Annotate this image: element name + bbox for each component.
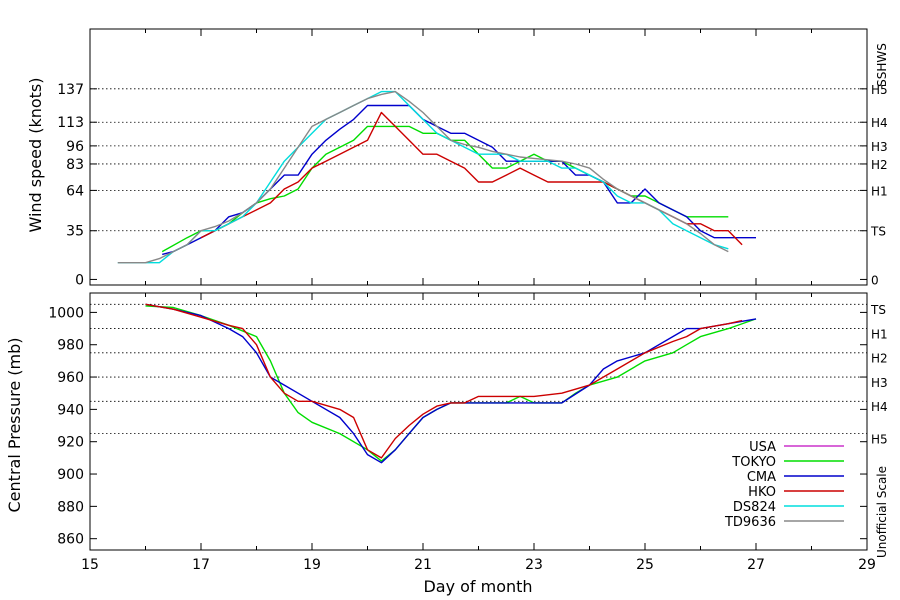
pressure-ytick-label: 900 xyxy=(57,467,84,483)
wind-scale-label: H2 xyxy=(871,158,888,172)
wind-series-cma xyxy=(162,104,756,256)
pressure-panel: Central Pressure (mb) Unofficial Scale D… xyxy=(5,292,889,596)
unofficial-scale-label: Unofficial Scale xyxy=(875,466,889,558)
pressure-xtick-label: 15 xyxy=(81,557,99,573)
pressure-scale-label: H2 xyxy=(871,352,888,366)
wind-series-ds824 xyxy=(117,90,729,264)
wind-ytick-label: 96 xyxy=(66,139,84,155)
pressure-xtick-label: 17 xyxy=(192,557,210,573)
pressure-ytick-label: 960 xyxy=(57,370,84,386)
wind-series-td9636 xyxy=(117,90,729,264)
legend-label-cma: CMA xyxy=(747,470,776,485)
legend-label-hko: HKO xyxy=(748,485,776,500)
pressure-scale-label: H4 xyxy=(871,400,888,414)
wind-scale-label: H4 xyxy=(871,116,888,130)
wind-ytick-label: 137 xyxy=(57,82,84,98)
wind-speed-axis-label: Wind speed (knots) xyxy=(26,77,45,232)
pressure-scale-label: H5 xyxy=(871,432,888,446)
pressure-scale-label: H3 xyxy=(871,376,888,390)
pressure-ytick-label: 860 xyxy=(57,532,84,548)
wind-ytick-label: 113 xyxy=(57,115,84,131)
wind-series-tokyo xyxy=(161,125,729,253)
legend-label-td9636: TD9636 xyxy=(724,515,776,530)
legend-label-usa: USA xyxy=(749,440,776,455)
wind-ytick-label: 64 xyxy=(66,183,84,199)
x-axis-label: Day of month xyxy=(423,577,532,596)
pressure-scale-label: TS xyxy=(870,303,886,317)
pressure-ytick-label: 880 xyxy=(57,499,84,515)
wind-ytick-label: 35 xyxy=(66,224,84,240)
pressure-xtick-label: 27 xyxy=(747,557,765,573)
wind-scale-label: H5 xyxy=(871,83,888,97)
wind-ytick-label: 83 xyxy=(66,157,84,173)
pressure-xtick-label: 29 xyxy=(858,557,876,573)
pressure-xtick-label: 23 xyxy=(525,557,543,573)
pressure-xtick-label: 21 xyxy=(414,557,432,573)
wind-series-hko xyxy=(200,111,743,246)
sshws-scale-label: SSHWS xyxy=(875,43,889,87)
legend-label-tokyo: TOKYO xyxy=(731,455,776,470)
legend-label-ds824: DS824 xyxy=(733,500,776,515)
wind-plot-frame xyxy=(89,28,868,286)
pressure-ytick-label: 980 xyxy=(57,338,84,354)
wind-scale-label: H1 xyxy=(871,184,888,198)
wind-scale-label: 0 xyxy=(871,273,879,287)
pressure-xtick-label: 19 xyxy=(303,557,321,573)
pressure-ytick-label: 1000 xyxy=(48,305,84,321)
pressure-series-tokyo xyxy=(145,305,757,462)
pressure-scale-label: H1 xyxy=(871,327,888,341)
pressure-series-hko xyxy=(145,303,743,459)
pressure-axis-label: Central Pressure (mb) xyxy=(5,338,24,513)
wind-scale-label: H3 xyxy=(871,140,888,154)
pressure-ytick-label: 940 xyxy=(57,402,84,418)
wind-scale-label: TS xyxy=(870,225,886,239)
pressure-ytick-label: 920 xyxy=(57,435,84,451)
pressure-xtick-label: 25 xyxy=(636,557,654,573)
wind-ytick-label: 0 xyxy=(75,272,84,288)
wind-speed-panel: Wind speed (knots) SSHWS 0 35 64 83 96 113 137… xyxy=(26,28,889,288)
